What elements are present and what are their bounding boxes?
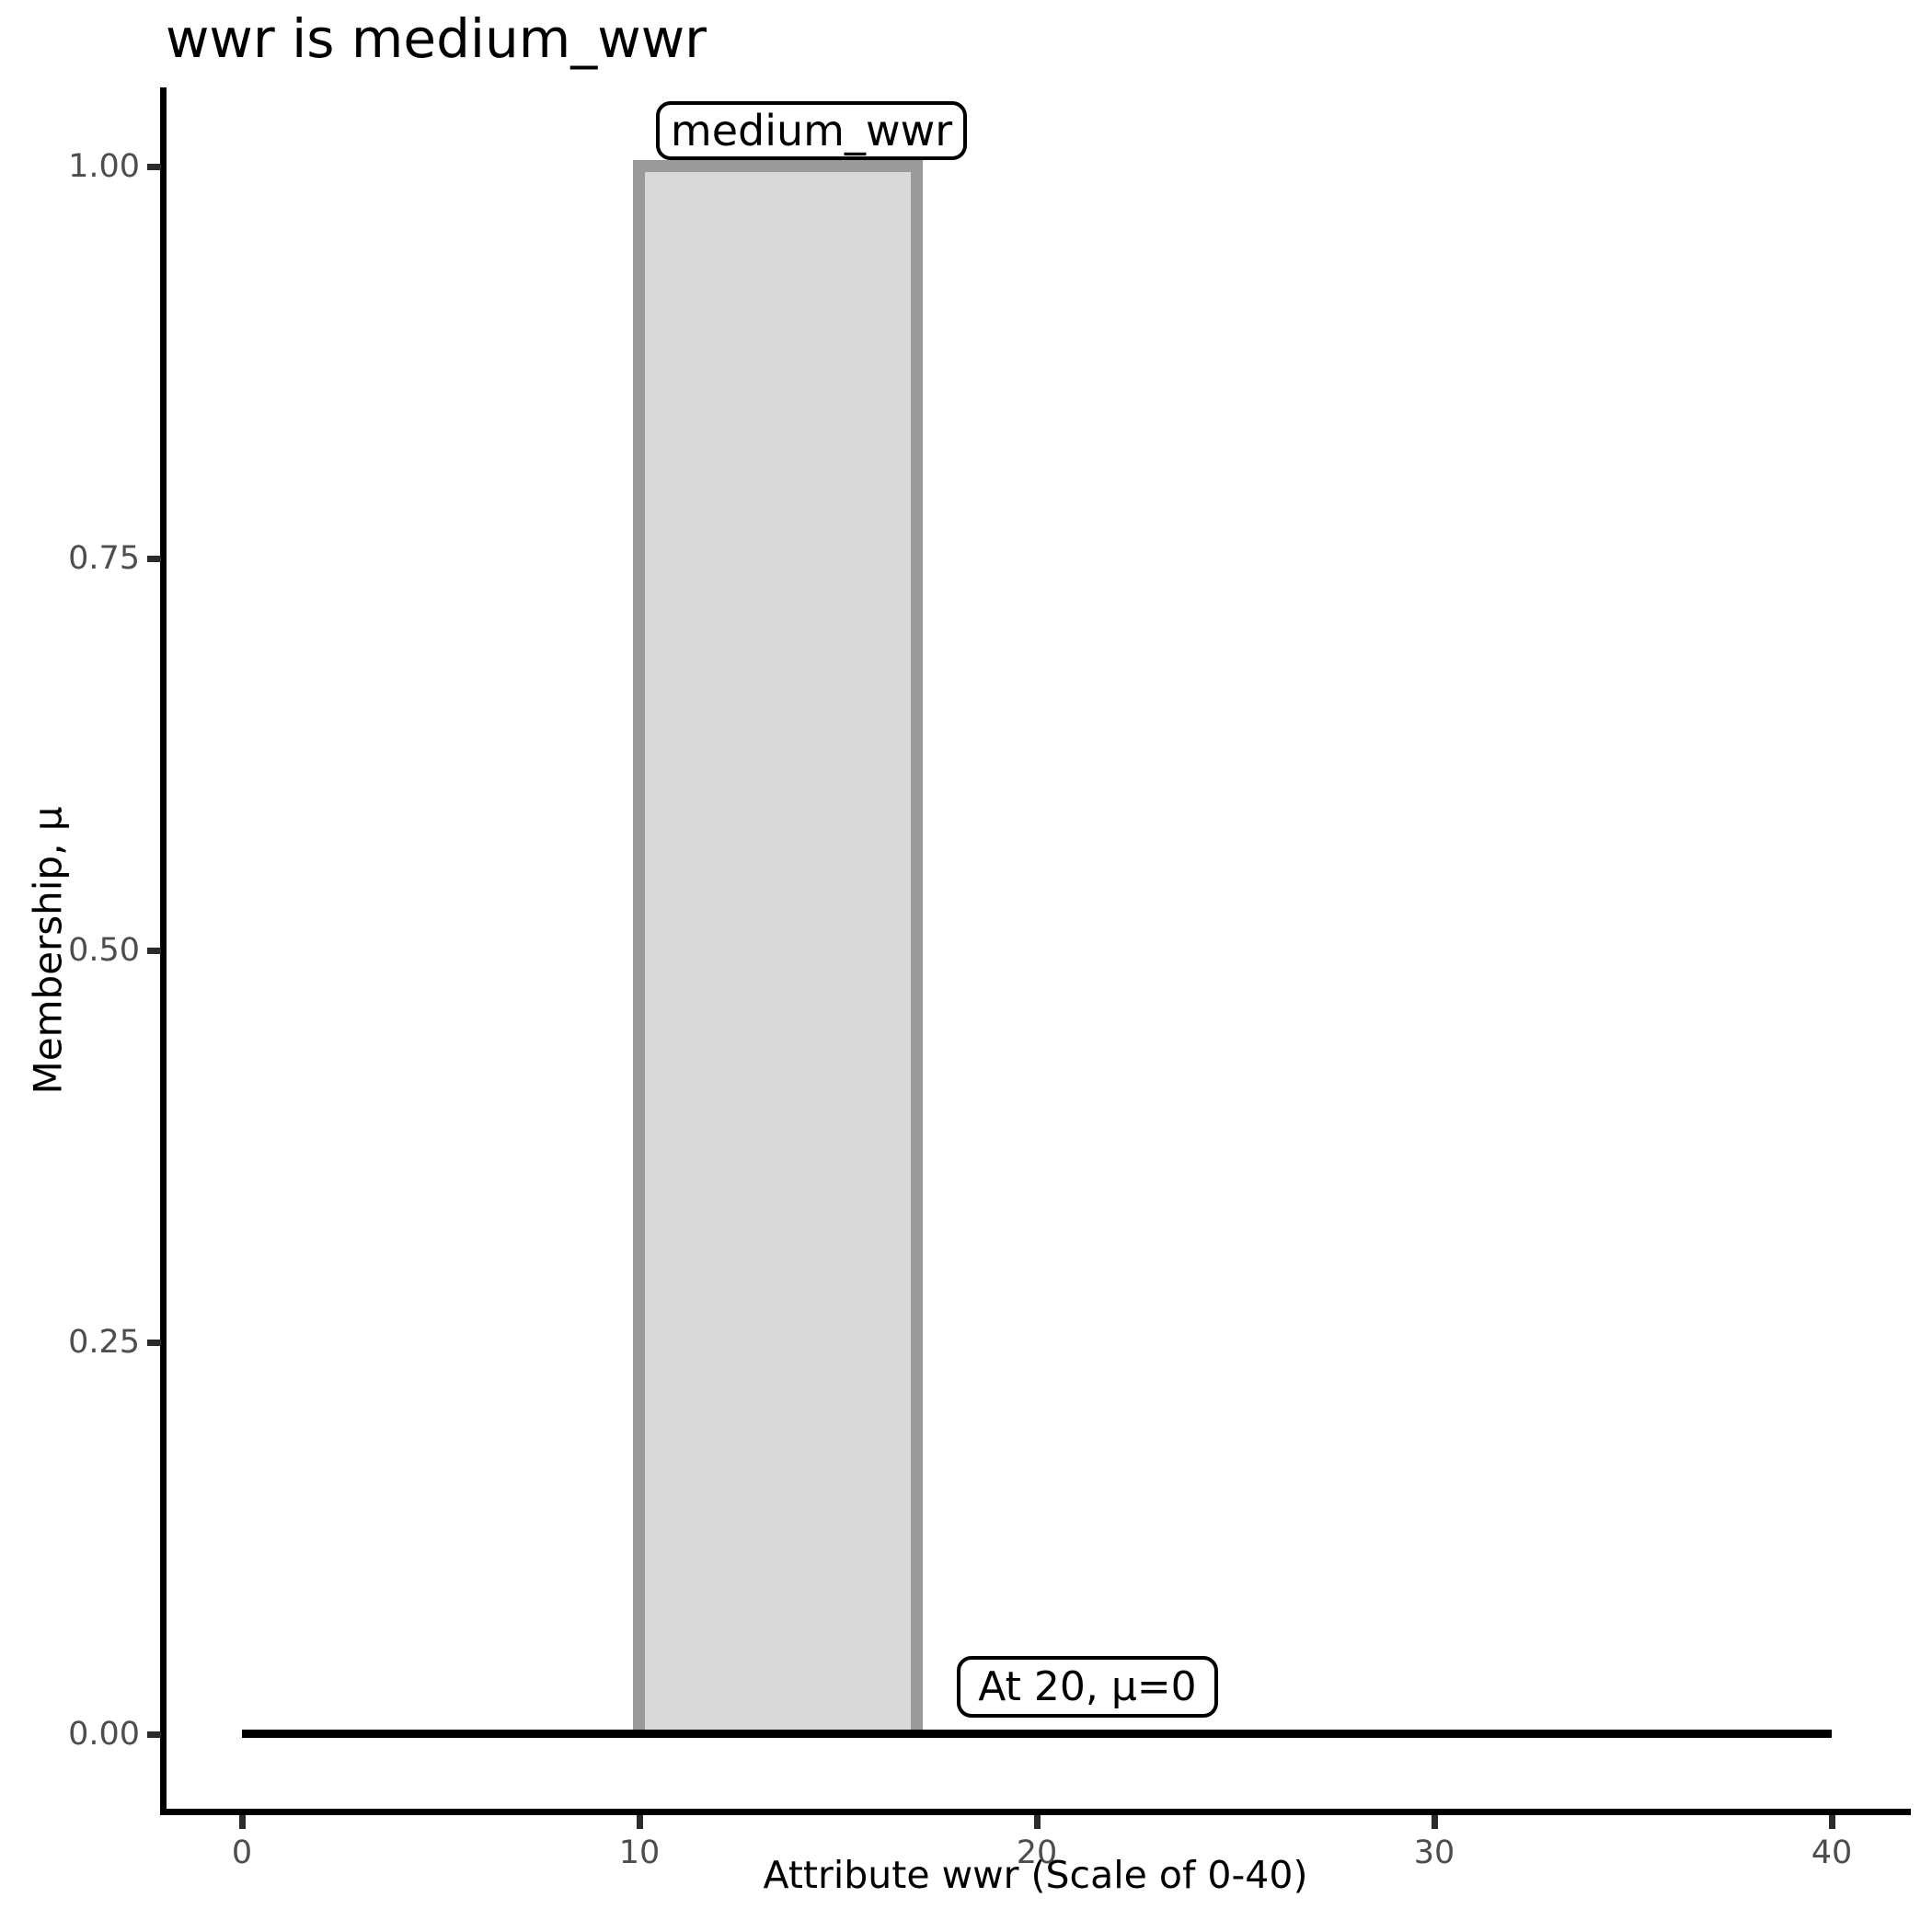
y-axis-line [160, 87, 167, 1815]
y-tick-mark-0.75 [147, 556, 161, 562]
x-axis-line [160, 1809, 1911, 1815]
annotation-at-20: At 20, μ=0 [957, 1656, 1218, 1718]
annotation-medium-wwr-text: medium_wwr [670, 106, 953, 155]
y-tick-mark-0.00 [147, 1731, 161, 1738]
x-tick-label-30: 30 [1413, 1834, 1455, 1871]
y-tick-mark-0.50 [147, 948, 161, 954]
x-tick-label-0: 0 [231, 1834, 253, 1871]
y-tick-label-1.00: 1.00 [68, 148, 140, 185]
x-axis-title: Attribute wwr (Scale of 0-40) [763, 1853, 1308, 1897]
chart-title: wwr is medium_wwr [166, 7, 707, 70]
annotation-at-20-text: At 20, μ=0 [978, 1663, 1197, 1710]
x-tick-label-10: 10 [618, 1834, 661, 1871]
zero-membership-line [242, 1730, 1832, 1738]
y-tick-label-0.00: 0.00 [68, 1716, 140, 1753]
y-tick-mark-1.00 [147, 164, 161, 170]
x-tick-mark-0 [239, 1815, 246, 1829]
x-tick-label-40: 40 [1811, 1834, 1853, 1871]
membership-plateau-rect [633, 160, 923, 1735]
y-tick-label-0.50: 0.50 [68, 932, 140, 969]
y-tick-mark-0.25 [147, 1340, 161, 1346]
y-tick-label-0.75: 0.75 [68, 540, 140, 577]
y-tick-label-0.25: 0.25 [68, 1324, 140, 1361]
x-tick-mark-20 [1034, 1815, 1041, 1829]
x-tick-mark-30 [1432, 1815, 1438, 1829]
annotation-medium-wwr: medium_wwr [656, 101, 967, 160]
x-tick-mark-10 [637, 1815, 643, 1829]
x-tick-label-20: 20 [1016, 1834, 1058, 1871]
x-tick-mark-40 [1829, 1815, 1835, 1829]
